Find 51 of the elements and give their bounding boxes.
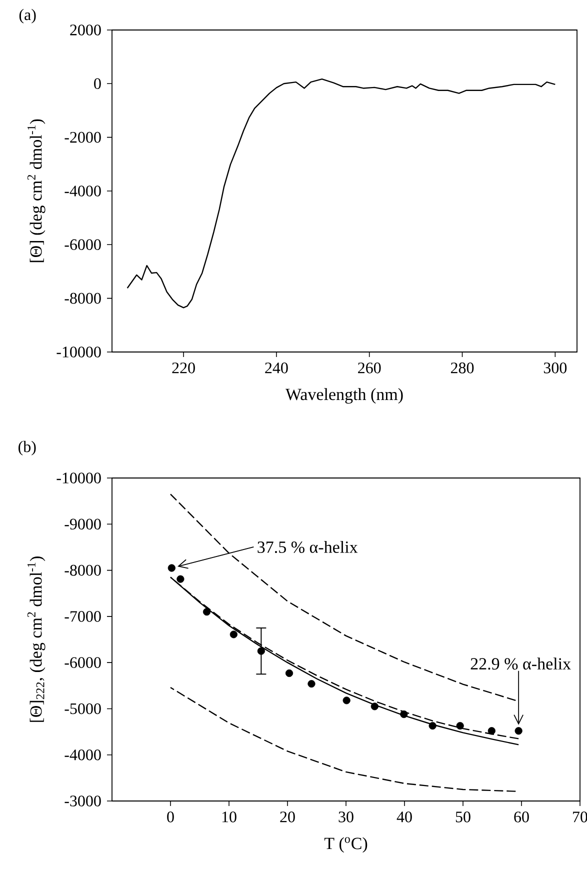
x-tick-label: 60 [514,812,529,822]
y-tick-label: -6000 [64,657,101,668]
y-tick-label: 2000 [70,24,101,36]
x-tick-label: 0 [167,812,174,822]
x-axis-title: Wavelength (nm) [285,388,403,404]
x-tick-label: 260 [358,362,381,374]
point [488,727,496,735]
annotation: 22.9 % α-helix [470,658,571,670]
x-tick-label: 280 [450,362,474,374]
y-tick-label: -9000 [64,518,101,530]
y-tick-label: -3000 [64,796,101,806]
x-tick-label: 10 [222,812,236,822]
point [400,710,408,718]
y-tick-label: -10000 [56,472,101,484]
x-tick-label: 240 [265,362,288,374]
y-tick-label: 0 [94,78,101,90]
point [514,727,522,735]
point [342,696,350,704]
x-tick-label: 20 [280,812,295,822]
point [456,722,464,730]
point [428,722,436,730]
y-tick-label: -8000 [64,292,101,304]
x-tick-label: 40 [396,812,412,822]
y-axis-title: [Θ] (deg cm$^{2}$ dmol$^{-1}$) [27,119,46,262]
point [285,669,294,677]
line-series [126,78,556,308]
x-tick-label: 50 [456,812,470,822]
point [202,608,211,616]
y-tick-label: -4000 [64,749,101,760]
y-tick-label: -10000 [56,346,101,358]
y-tick-label: -6000 [64,239,101,250]
y-tick-label: -5000 [64,703,101,714]
annotation: 37.5 % α-helix [258,540,358,553]
point [370,702,378,710]
point [308,680,316,688]
chart-title: (a) [19,8,36,24]
x-tick-label: 70 [573,812,587,822]
x-axis-title: T ($^{o}$C) [324,837,368,853]
point [168,564,176,572]
x-tick-label: 220 [172,362,195,374]
point [176,575,184,583]
y-tick-label: -7000 [64,611,101,622]
x-tick-label: 30 [338,812,354,822]
point [257,647,265,655]
chart-title: (b) [18,440,36,456]
x-tick-label: 300 [544,362,567,374]
y-tick-label: -8000 [64,564,101,576]
point [230,630,238,638]
y-axis-title: [Θ]$_{222}$, (deg cm$^{2}$ dmol$^{-1}$) [27,556,46,722]
y-tick-label: -2000 [64,132,101,143]
y-tick-label: -4000 [64,186,101,196]
